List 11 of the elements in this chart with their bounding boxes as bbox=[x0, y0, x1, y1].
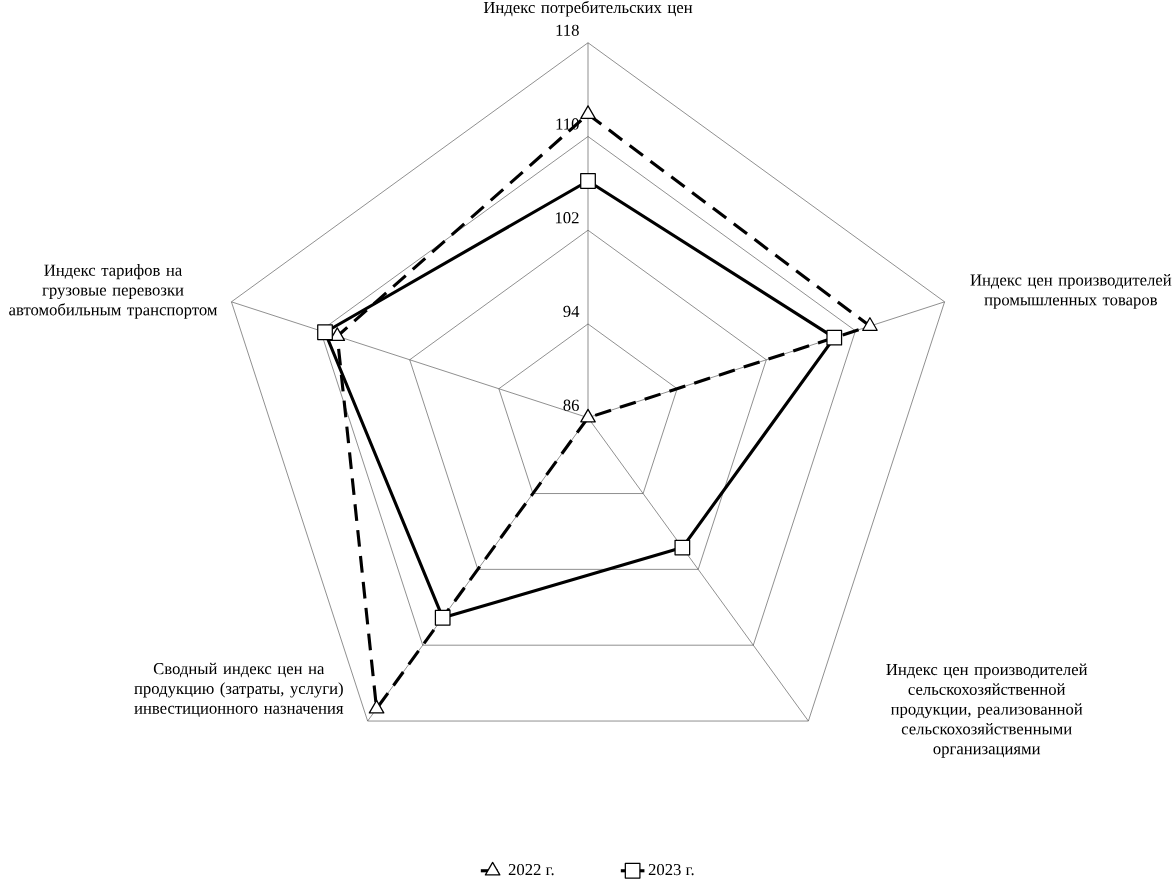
spoke-label: Индекс тарифов на грузовые перевозки автомобильным транспортом bbox=[9, 264, 218, 319]
legend-label: 2023 г. bbox=[648, 864, 694, 876]
y-tick-label: 118 bbox=[556, 24, 579, 37]
spoke-label: Индекс цен производителей промышленных товаров bbox=[970, 274, 1172, 309]
spoke-label: Сводный индекс цен на продукцию (затраты, услуги) инвестиционного назначения bbox=[134, 662, 344, 718]
legend-label: 2022 г. bbox=[508, 864, 554, 876]
spoke-label: Индекс цен производителей сельскохозяйственной продукции, реализованной сельскохозяйственными организациями bbox=[886, 663, 1088, 758]
y-tick-label: 102 bbox=[555, 212, 579, 224]
spoke-label: Индекс потребительских цен bbox=[483, 1, 693, 17]
y-tick-label: 86 bbox=[563, 399, 579, 411]
y-tick-label: 94 bbox=[563, 306, 580, 318]
